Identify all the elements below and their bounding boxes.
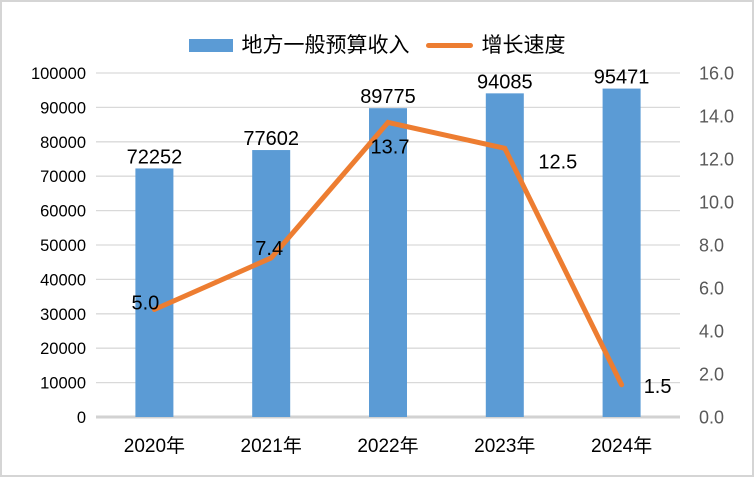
left-axis-tick: 80000	[40, 134, 86, 152]
legend: 地方一般预算收入 增长速度	[2, 35, 752, 56]
x-axis-label: 2022年	[357, 435, 418, 457]
bar-legend-label: 地方一般预算收入	[241, 34, 410, 57]
right-axis-tick: 0.0	[699, 408, 724, 428]
line-value-label: 5.0	[131, 293, 159, 315]
right-axis-tick: 16.0	[699, 64, 734, 84]
legend-item-line: 增长速度	[425, 34, 566, 57]
right-axis-tick: 4.0	[699, 322, 724, 342]
left-axis-tick: 0	[77, 409, 86, 427]
x-axis-label: 2023年	[474, 435, 535, 457]
right-axis-tick: 8.0	[699, 236, 724, 256]
growth-rate-line	[151, 119, 625, 388]
right-axis-tick: 10.0	[699, 193, 734, 213]
left-axis-tick: 100000	[31, 65, 86, 83]
line-legend-swatch	[425, 43, 473, 48]
left-axis-tick: 90000	[40, 99, 86, 117]
left-axis-tick: 50000	[40, 237, 86, 255]
bar-value-label: 72252	[127, 146, 183, 168]
bar-value-label: 77602	[243, 128, 299, 150]
x-axis-label: 2021年	[241, 435, 302, 457]
bar-2022年	[369, 108, 407, 417]
line-value-label: 13.7	[371, 136, 410, 158]
right-axis-tick: 14.0	[699, 107, 734, 127]
line-value-label: 12.5	[538, 151, 577, 173]
right-axis-tick: 12.0	[699, 150, 734, 170]
x-axis-label: 2024年	[591, 435, 652, 457]
left-axis-tick: 60000	[40, 203, 86, 221]
line-value-label: 1.5	[644, 376, 672, 398]
x-axis-label: 2020年	[124, 435, 185, 457]
line-value-label: 7.4	[255, 238, 283, 260]
bar-legend-swatch	[188, 39, 233, 52]
bar-value-label: 95471	[594, 67, 650, 89]
left-axis-tick: 10000	[40, 375, 86, 393]
bar-value-label: 89775	[360, 86, 416, 108]
left-axis-tick: 40000	[40, 271, 86, 289]
bar-2024年	[602, 88, 641, 417]
bar-2021年	[252, 150, 291, 417]
legend-item-bar: 地方一般预算收入	[188, 34, 410, 57]
right-axis-tick: 6.0	[699, 279, 724, 299]
left-axis-tick: 70000	[40, 168, 86, 186]
bar-value-label: 94085	[477, 71, 533, 93]
right-axis-tick: 2.0	[699, 365, 724, 385]
left-axis-tick: 30000	[40, 306, 86, 324]
line-legend-label: 增长速度	[481, 34, 566, 57]
bar-2020年	[135, 168, 174, 417]
bar-2023年	[485, 93, 524, 418]
left-axis-tick: 20000	[40, 340, 86, 358]
